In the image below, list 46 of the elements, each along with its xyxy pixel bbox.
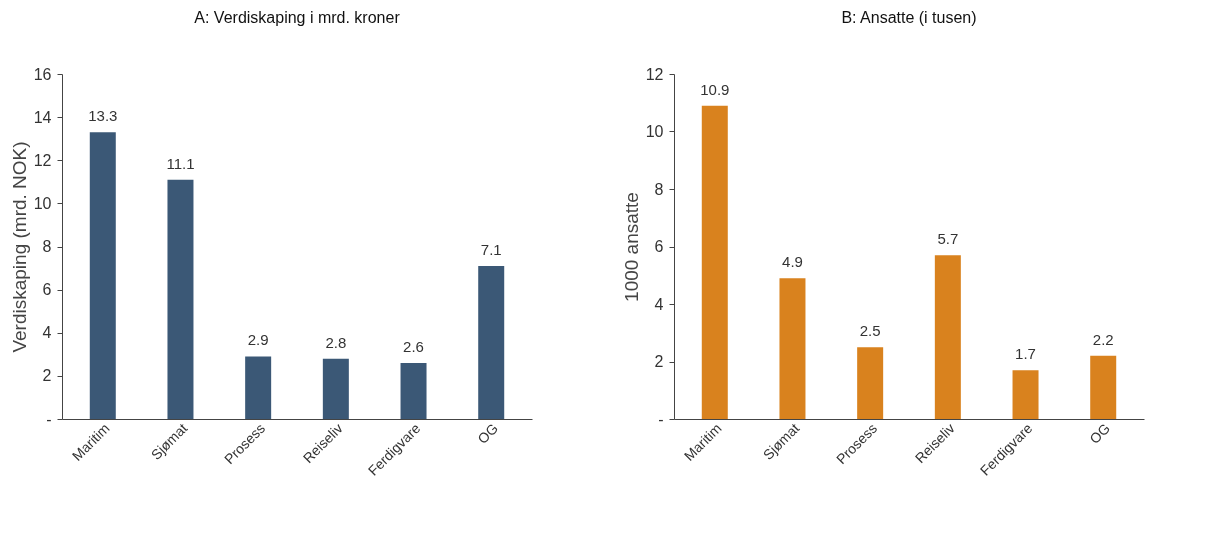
bar xyxy=(167,179,194,419)
chart-title: A: Verdiskaping i mrd. kroner xyxy=(194,9,401,26)
bar xyxy=(779,278,806,419)
x-tick-label: OG xyxy=(474,420,502,447)
bar xyxy=(89,132,116,419)
y-tick-label: 8 xyxy=(654,180,664,198)
bar xyxy=(857,347,884,419)
y-tick-label: 2 xyxy=(42,367,52,385)
data-label: 13.3 xyxy=(88,107,118,125)
y-tick-label: 8 xyxy=(42,238,52,255)
y-tick-label: 2 xyxy=(654,353,664,370)
bar xyxy=(245,356,272,419)
bar xyxy=(400,362,427,419)
y-tick-label: 10 xyxy=(33,194,52,212)
data-label: 2.9 xyxy=(247,331,269,349)
y-tick-label: 14 xyxy=(33,108,52,126)
y-tick-label: 4 xyxy=(42,324,52,342)
y-axis-title: Verdiskaping (mrd. NOK) xyxy=(8,141,30,353)
data-label: 2.5 xyxy=(859,322,881,340)
y-tick-label: 4 xyxy=(654,295,664,313)
y-tick-label: 12 xyxy=(645,65,664,83)
y-tick-label: 6 xyxy=(654,238,664,255)
y-tick-label: - xyxy=(46,410,52,428)
data-label: 5.7 xyxy=(937,230,959,248)
bar xyxy=(322,358,349,419)
data-label: 4.9 xyxy=(782,253,803,271)
data-label: 2.8 xyxy=(325,333,347,351)
y-tick-label: 10 xyxy=(645,123,664,140)
data-label: 1.7 xyxy=(1015,345,1036,363)
y-tick-label: - xyxy=(658,410,664,428)
y-tick-label: 6 xyxy=(42,281,52,299)
y-tick-label: 12 xyxy=(33,151,52,169)
chart-title: B: Ansatte (i tusen) xyxy=(841,9,977,26)
bar xyxy=(934,255,961,419)
y-tick-label: 16 xyxy=(33,65,52,83)
y-axis-title: 1000 ansatte xyxy=(620,192,642,302)
bar xyxy=(1012,370,1039,419)
bar xyxy=(1090,355,1117,419)
bar xyxy=(478,265,505,419)
bar xyxy=(701,105,728,419)
data-label: 11.1 xyxy=(166,154,195,172)
data-label: 2.6 xyxy=(403,337,424,355)
data-label: 7.1 xyxy=(480,240,502,258)
x-tick-label: OG xyxy=(1086,420,1114,447)
data-label: 10.9 xyxy=(700,80,730,98)
data-label: 2.2 xyxy=(1092,330,1114,348)
